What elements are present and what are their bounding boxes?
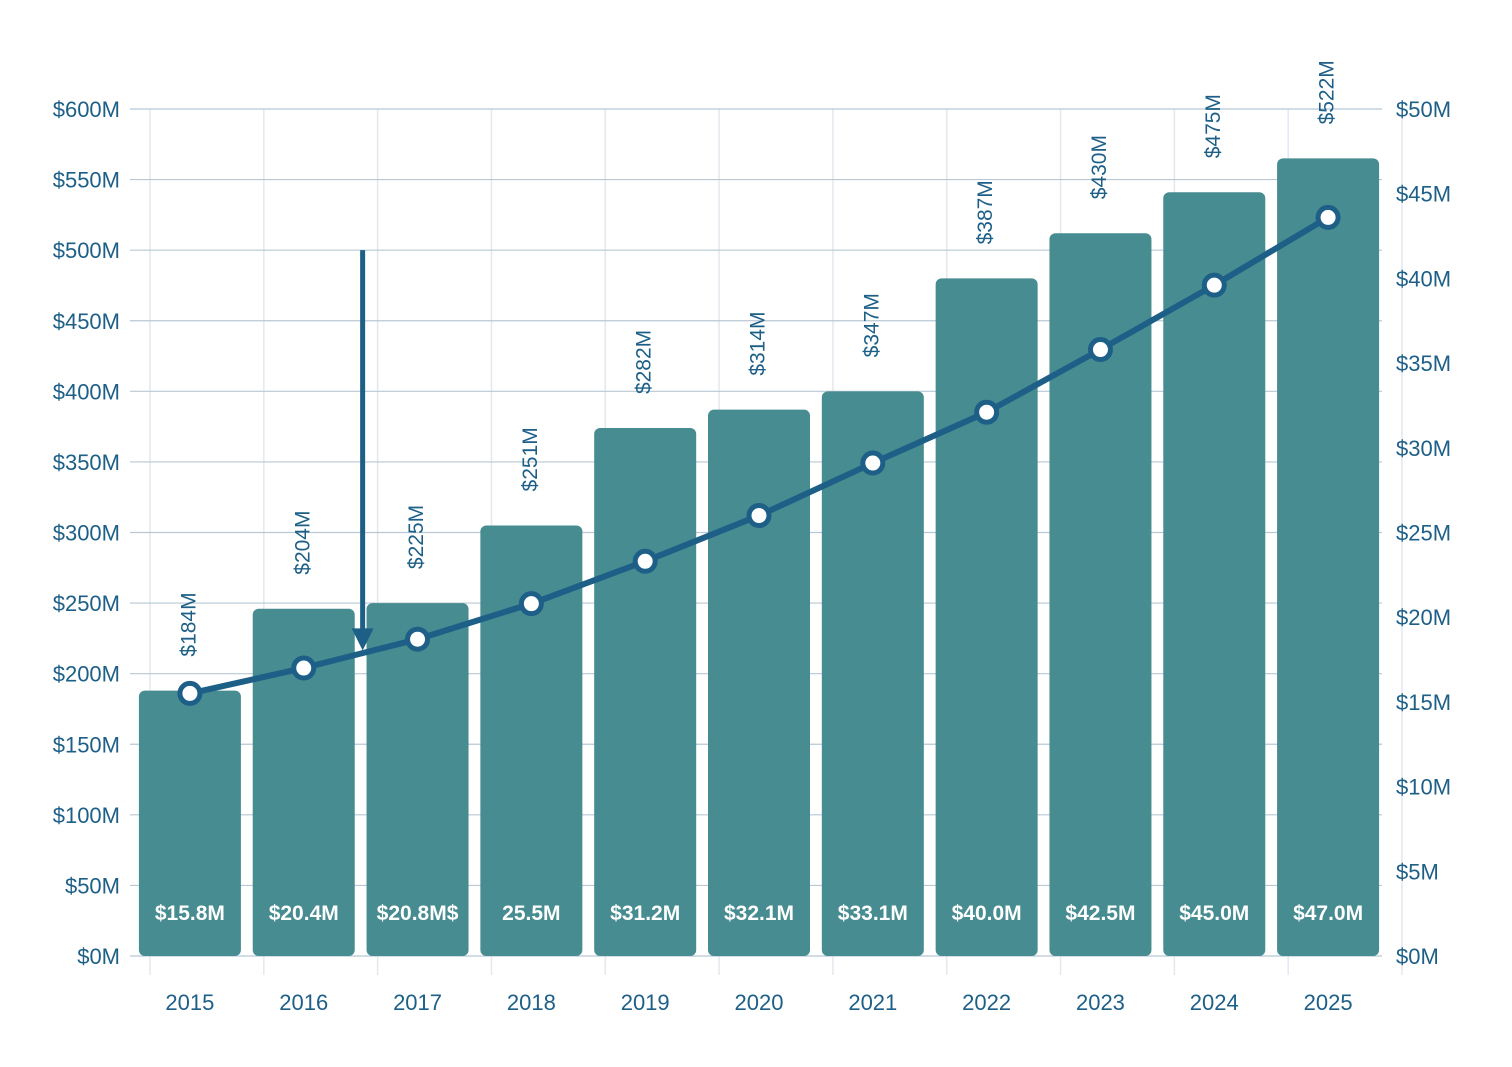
bar: [1049, 233, 1152, 956]
left-tick-label: $100M: [53, 803, 120, 828]
left-tick-label: $450M: [53, 309, 120, 334]
line-point: [746, 503, 772, 529]
right-tick-label: $0M: [1396, 944, 1439, 969]
right-tick-label: $25M: [1396, 521, 1451, 546]
right-tick-label: $30M: [1396, 436, 1451, 461]
bar-top-label: $314M: [747, 311, 770, 375]
left-tick-label: $500M: [53, 238, 120, 263]
x-tick-label: 2015: [165, 990, 214, 1015]
x-axis: 2015 2016 2017 2018 2019 2020 2021 2022 2023 2024…: [165, 990, 1352, 1015]
bar: [366, 603, 469, 956]
line-point: [291, 655, 317, 681]
right-tick-label: $40M: [1396, 266, 1451, 291]
bar-top-label: $475M: [1202, 94, 1225, 158]
bar-top-label: $282M: [633, 330, 656, 394]
bar: [821, 391, 924, 956]
bar-bottom-label: $31.2M: [610, 902, 680, 925]
right-tick-label: $20M: [1396, 605, 1451, 630]
bar-top-label: $522M: [1316, 60, 1339, 124]
x-tick-label: 2020: [735, 990, 784, 1015]
bar-top-label: $251M: [519, 427, 542, 491]
right-tick-label: $5M: [1396, 859, 1439, 884]
line-point: [177, 680, 203, 706]
bar-bottom-label: $15.8M: [155, 902, 225, 925]
bar-bottom-labels: $15.8M $20.4M $20.8M$ 25.5M $31.2M $32.1M $33.…: [155, 902, 1363, 925]
x-tick-label: 2025: [1304, 990, 1353, 1015]
bar-top-labels: $184M $204M $225M $251M $282M $314M $347M $387M…: [177, 60, 1338, 656]
bar-bottom-label: $42.5M: [1065, 902, 1135, 925]
bar-top-label: $430M: [1088, 135, 1111, 199]
bar-bottom-label: $40.0M: [952, 902, 1022, 925]
x-tick-label: 2022: [962, 990, 1011, 1015]
annotation-arrow-head: [351, 628, 374, 651]
bar-top-label: $347M: [860, 293, 883, 357]
left-tick-label: $250M: [53, 591, 120, 616]
bar-bottom-label: $20.8M$: [377, 902, 459, 925]
line-points: [177, 204, 1341, 706]
x-tick-label: 2017: [393, 990, 442, 1015]
bar: [480, 525, 583, 956]
bar-bottom-label: $32.1M: [724, 902, 794, 925]
bar-bottom-label: $20.4M: [269, 902, 339, 925]
left-tick-label: $550M: [53, 168, 120, 193]
right-axis: $0M $5M $10M $15M $20M $25M $30M $35M $40M $45M $5…: [1396, 97, 1451, 969]
bar: [708, 409, 810, 956]
bar: [1163, 192, 1266, 956]
line-point: [518, 591, 544, 617]
x-tick-label: 2018: [507, 990, 556, 1015]
annotation: [351, 250, 374, 651]
left-tick-label: $350M: [53, 450, 120, 475]
bar-top-label: $204M: [291, 511, 314, 575]
right-tick-label: $45M: [1396, 182, 1451, 207]
x-tick-label: 2023: [1076, 990, 1125, 1015]
bar-bottom-label: 25.5M: [502, 902, 560, 925]
line-point: [1315, 204, 1341, 230]
right-tick-label: $10M: [1396, 775, 1451, 800]
bar-bottom-label: $45.0M: [1179, 902, 1249, 925]
line-point: [974, 399, 1000, 425]
bar: [252, 608, 355, 956]
line-point: [1087, 337, 1113, 363]
bar: [1277, 158, 1380, 957]
bar-top-label: $184M: [177, 592, 200, 656]
x-tick-label: 2024: [1190, 990, 1239, 1015]
right-tick-label: $35M: [1396, 351, 1451, 376]
bar-bottom-label: $47.0M: [1293, 902, 1363, 925]
line-point: [1201, 272, 1227, 298]
left-axis: $0M $50M $100M $150M $200M $250M $300M $350M $40…: [53, 97, 120, 969]
line-point: [632, 548, 658, 574]
x-tick-label: 2021: [848, 990, 897, 1015]
bar: [594, 428, 697, 957]
bar-top-label: $387M: [974, 180, 997, 244]
line-point: [405, 626, 431, 652]
right-tick-label: $50M: [1396, 97, 1451, 122]
x-tick-label: 2016: [279, 990, 328, 1015]
right-tick-label: $15M: [1396, 690, 1451, 715]
line-point: [860, 450, 886, 476]
left-tick-label: $600M: [53, 97, 120, 122]
bar-top-label: $225M: [405, 505, 428, 569]
left-tick-label: $300M: [53, 521, 120, 546]
bar-bottom-label: $33.1M: [838, 902, 908, 925]
left-tick-label: $200M: [53, 662, 120, 687]
bar: [935, 278, 1038, 956]
left-tick-label: $0M: [77, 944, 120, 969]
x-tick-label: 2019: [621, 990, 670, 1015]
left-tick-label: $50M: [65, 873, 120, 898]
left-tick-label: $150M: [53, 732, 120, 757]
bar: [138, 690, 241, 956]
left-tick-label: $400M: [53, 379, 120, 404]
bars: [138, 158, 1380, 957]
